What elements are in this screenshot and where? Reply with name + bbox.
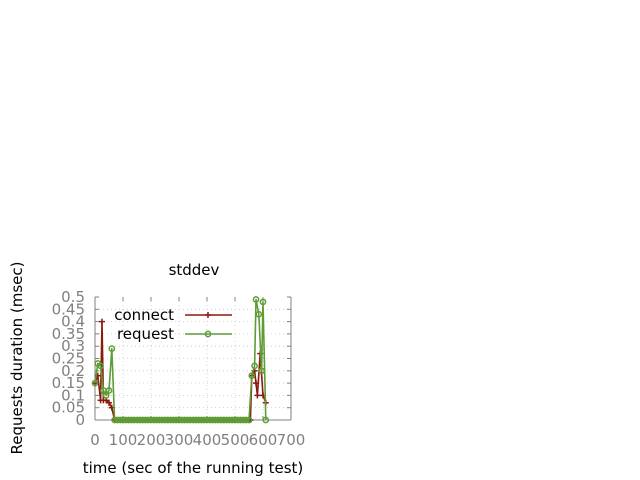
data-point-request bbox=[102, 392, 110, 399]
data-point-request bbox=[252, 296, 260, 303]
ticks: 00.050.10.150.20.250.30.350.40.450.50 100… bbox=[52, 288, 306, 449]
data-point-request bbox=[91, 379, 99, 387]
data-point-connect bbox=[106, 399, 112, 406]
x-tick-label: 100 bbox=[109, 431, 138, 449]
y-tick-label: 0.05 bbox=[52, 399, 85, 417]
chart-title: stddev bbox=[169, 261, 220, 279]
x-axis-label: time (sec of the running test) bbox=[83, 459, 304, 477]
data-point-request bbox=[259, 298, 267, 306]
legend-marker-connect bbox=[205, 312, 211, 318]
data-point-request bbox=[245, 416, 253, 424]
y-tick-label: 0.45 bbox=[52, 300, 85, 318]
y-tick-label: 0.5 bbox=[61, 288, 85, 306]
y-tick-label: 0.1 bbox=[61, 386, 85, 404]
data-point-request bbox=[262, 416, 270, 424]
legend-label-connect: connect bbox=[114, 306, 174, 324]
legend-label-request: request bbox=[117, 325, 174, 343]
data-point-request bbox=[255, 310, 263, 318]
y-tick-label: 0.2 bbox=[61, 362, 85, 380]
data-point-connect bbox=[254, 392, 261, 399]
y-tick-label: 0 bbox=[75, 411, 85, 429]
data-point-request bbox=[251, 362, 258, 370]
data-point-connect bbox=[99, 318, 105, 325]
series-request bbox=[91, 296, 270, 424]
data-point-request bbox=[97, 362, 104, 370]
data-point-connect bbox=[253, 380, 259, 387]
data-point-request bbox=[242, 416, 250, 424]
data-point-request bbox=[248, 372, 256, 380]
y-axis-label: Requests duration (msec) bbox=[8, 261, 26, 454]
y-tick-label: 0.15 bbox=[52, 374, 85, 392]
y-tick-label: 0.35 bbox=[52, 325, 85, 343]
y-tick-label: 0.3 bbox=[61, 337, 85, 355]
y-tick-label: 0.4 bbox=[61, 313, 85, 331]
grid bbox=[95, 297, 291, 420]
x-tick-label: 0 bbox=[90, 431, 100, 449]
legend-marker-request bbox=[204, 330, 212, 338]
x-tick-label: 600 bbox=[249, 431, 278, 449]
data-point-request bbox=[108, 345, 116, 353]
x-tick-label: 300 bbox=[165, 431, 194, 449]
x-tick-label: 400 bbox=[193, 431, 222, 449]
y-tick-label: 0.25 bbox=[52, 350, 85, 368]
x-tick-label: 700 bbox=[277, 431, 306, 449]
data-point-request bbox=[258, 367, 265, 375]
series bbox=[91, 296, 270, 424]
x-tick-label: 500 bbox=[221, 431, 250, 449]
data-point-request bbox=[105, 387, 113, 394]
x-tick-label: 200 bbox=[137, 431, 166, 449]
